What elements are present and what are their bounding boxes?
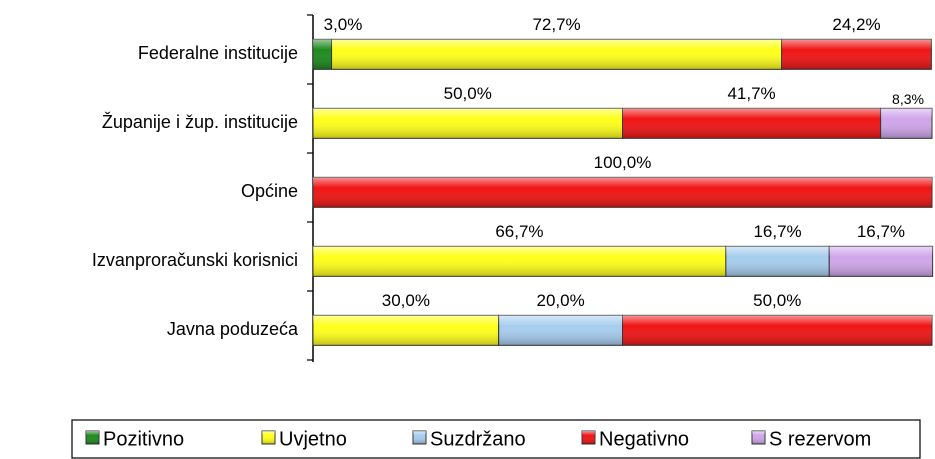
- bar-shade: [880, 108, 932, 139]
- bar-shade: [313, 315, 499, 346]
- legend-label: S rezervom: [769, 428, 871, 450]
- legend-label: Negativno: [599, 428, 689, 450]
- data-label: 8,3%: [892, 91, 924, 107]
- legend-swatch-shade: [752, 431, 765, 444]
- data-label: 72,7%: [532, 15, 580, 34]
- data-label: 66,7%: [495, 222, 543, 241]
- legend-box: [71, 419, 921, 459]
- legend-label: Uvjetno: [279, 428, 347, 450]
- y-tick-label: Javna poduzeća: [167, 319, 299, 339]
- data-label: 50,0%: [753, 291, 801, 310]
- data-label: 24,2%: [832, 15, 880, 34]
- legend-swatch-shade: [262, 431, 275, 444]
- bar-shade: [725, 246, 830, 277]
- legend-swatch-shade: [582, 431, 595, 444]
- bar-shade: [313, 177, 932, 208]
- data-label: 30,0%: [382, 291, 430, 310]
- data-label: 41,7%: [727, 84, 775, 103]
- data-label: 20,0%: [536, 291, 584, 310]
- bar-shade: [313, 39, 332, 70]
- data-label: 3,0%: [324, 15, 363, 34]
- legend-label: Pozitivno: [103, 428, 184, 450]
- legend-label: Suzdržano: [430, 428, 526, 450]
- bar-shade: [829, 246, 933, 277]
- y-tick-label: Federalne institucije: [138, 43, 298, 63]
- data-label: 50,0%: [444, 84, 492, 103]
- data-label: 16,7%: [857, 222, 905, 241]
- bar-shade: [781, 39, 932, 70]
- y-tick-label: Županije i žup. institucije: [102, 112, 298, 132]
- data-label: 16,7%: [753, 222, 801, 241]
- bar-shade: [313, 108, 623, 139]
- data-label: 100,0%: [594, 153, 652, 172]
- legend-swatch-shade: [413, 431, 426, 444]
- bar-shade: [331, 39, 782, 70]
- bar-shade: [313, 246, 726, 277]
- y-tick-label: Općine: [241, 181, 298, 201]
- bar-shade: [622, 315, 932, 346]
- bar-shade: [622, 108, 881, 139]
- y-tick-label: Izvanproračunski korisnici: [92, 250, 298, 270]
- legend-swatch-shade: [86, 431, 99, 444]
- bar-shade: [498, 315, 623, 346]
